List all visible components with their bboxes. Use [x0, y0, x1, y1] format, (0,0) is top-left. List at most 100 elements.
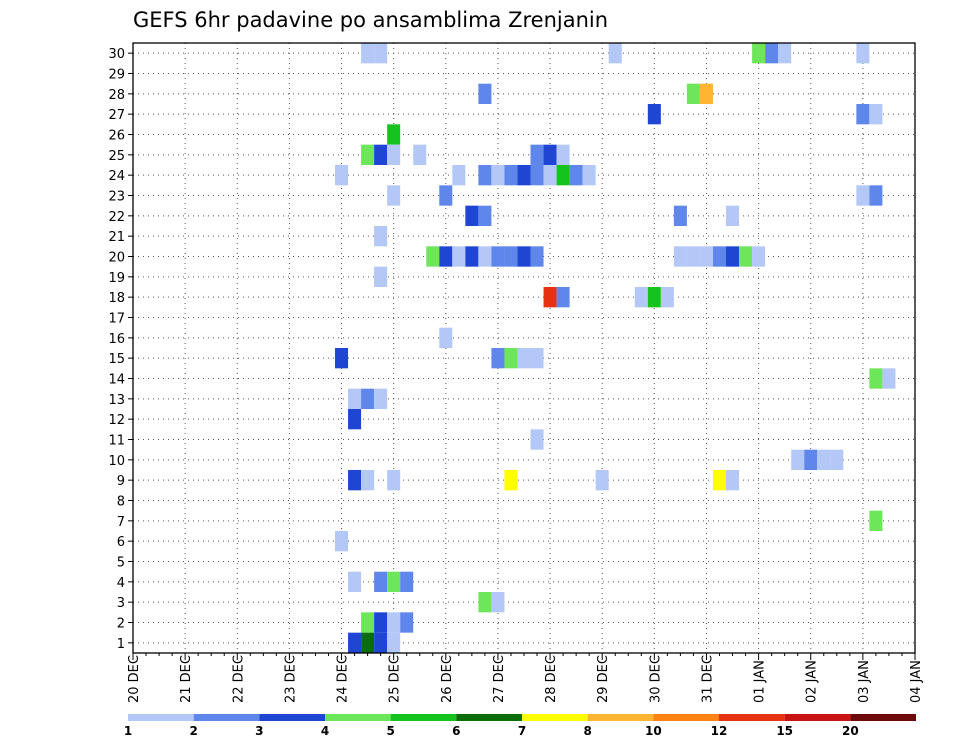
heatmap-cell — [530, 348, 544, 369]
y-tick-label: 14 — [108, 373, 125, 388]
heatmap-cell — [869, 104, 883, 125]
heatmap-cell — [348, 409, 362, 430]
y-tick-label: 25 — [108, 149, 125, 164]
heatmap-cell — [530, 246, 544, 267]
heatmap-cell — [647, 287, 661, 308]
heatmap-cell — [817, 449, 831, 470]
legend-label: 10 — [645, 724, 662, 738]
y-tick-label: 17 — [108, 312, 125, 327]
heatmap-cell — [556, 165, 570, 186]
heatmap-cell — [387, 124, 401, 145]
y-tick-label: 3 — [117, 596, 125, 611]
heatmap-cell — [752, 43, 766, 64]
legend-swatch — [850, 714, 916, 721]
heatmap-cell — [361, 632, 375, 653]
heatmap-cell — [439, 246, 453, 267]
heatmap-cell — [413, 144, 427, 165]
y-tick-label: 27 — [108, 108, 125, 123]
heatmap-cell — [699, 83, 713, 104]
y-tick-label: 20 — [108, 251, 125, 266]
legend-label: 15 — [776, 724, 793, 738]
heatmap-cell — [478, 83, 492, 104]
heatmap-cell — [830, 449, 844, 470]
heatmap-cell — [400, 571, 414, 592]
heatmap-cell — [595, 470, 609, 491]
heatmap-cells — [335, 43, 896, 653]
heatmap-cell — [856, 185, 870, 206]
y-tick-label: 1 — [117, 637, 125, 652]
heatmap-cell — [869, 510, 883, 531]
y-tick-label: 22 — [108, 210, 125, 225]
heatmap-cell — [478, 205, 492, 226]
x-tick-label: 30 DEC — [648, 655, 663, 703]
color-legend: 1 2 3 4 5 6 7 8 10 12 15 20 — [124, 714, 916, 738]
y-tick-label: 9 — [117, 474, 125, 489]
legend-swatch — [456, 714, 522, 721]
heatmap-cell — [361, 43, 375, 64]
y-tick-label: 2 — [117, 617, 125, 632]
y-tick-label: 21 — [108, 230, 125, 245]
y-tick-label: 13 — [108, 393, 125, 408]
y-tick-label: 10 — [108, 454, 125, 469]
legend-swatch — [653, 714, 719, 721]
heatmap-cell — [426, 246, 440, 267]
heatmap-cell — [517, 246, 531, 267]
heatmap-cell — [348, 571, 362, 592]
y-tick-label: 8 — [117, 495, 125, 510]
heatmap-cell — [778, 43, 792, 64]
heatmap-cell — [634, 287, 648, 308]
y-tick-label: 28 — [108, 88, 125, 103]
heatmap-cell — [856, 43, 870, 64]
heatmap-cell — [478, 246, 492, 267]
legend-swatch — [325, 714, 391, 721]
heatmap-cell — [374, 388, 388, 409]
x-tick-label: 02 JAN — [805, 660, 820, 703]
grid-lines — [133, 43, 915, 653]
heatmap-cell — [673, 205, 687, 226]
x-tick-label: 20 DEC — [127, 655, 142, 703]
heatmap-cell — [478, 165, 492, 186]
heatmap-cell — [387, 612, 401, 633]
y-tick-label: 7 — [117, 515, 125, 530]
legend-swatch — [719, 714, 785, 721]
heatmap-cell — [452, 165, 466, 186]
heatmap-cell — [491, 165, 505, 186]
x-tick-label: 21 DEC — [179, 655, 194, 703]
heatmap-cell — [686, 246, 700, 267]
heatmap-cell — [804, 449, 818, 470]
y-tick-label: 12 — [108, 413, 125, 428]
heatmap-cell — [335, 531, 349, 552]
x-tick-label: 31 DEC — [700, 655, 715, 703]
heatmap-cell — [374, 43, 388, 64]
heatmap-cell — [791, 449, 805, 470]
legend-label: 12 — [711, 724, 728, 738]
heatmap-cell — [712, 246, 727, 267]
heatmap-cell — [491, 348, 505, 369]
x-tick-label: 26 DEC — [440, 655, 455, 703]
legend-label: 3 — [255, 724, 263, 738]
heatmap-cell — [673, 246, 687, 267]
heatmap-cell — [726, 246, 740, 267]
heatmap-cell — [361, 612, 375, 633]
heatmap-cell — [387, 571, 401, 592]
heatmap-cell — [374, 144, 388, 165]
heatmap-cell — [712, 470, 727, 491]
heatmap-cell — [387, 144, 401, 165]
legend-label: 6 — [452, 724, 460, 738]
heatmap-cell — [726, 205, 740, 226]
heatmap-cell — [504, 348, 518, 369]
legend-label: 2 — [189, 724, 197, 738]
heatmap-cell — [686, 83, 700, 104]
heatmap-cell — [543, 165, 557, 186]
x-tick-label: 04 JAN — [909, 660, 924, 703]
heatmap-cell — [882, 368, 896, 389]
heatmap-cell — [361, 470, 375, 491]
heatmap-cell — [726, 470, 740, 491]
y-tick-label: 5 — [117, 556, 125, 571]
y-axis: 1234567891011121314151617181920212223242… — [108, 47, 133, 652]
heatmap-cell — [374, 266, 388, 287]
heatmap-cell — [491, 592, 505, 613]
x-tick-label: 28 DEC — [544, 655, 559, 703]
heatmap-cell — [504, 165, 518, 186]
y-tick-label: 11 — [108, 434, 125, 449]
